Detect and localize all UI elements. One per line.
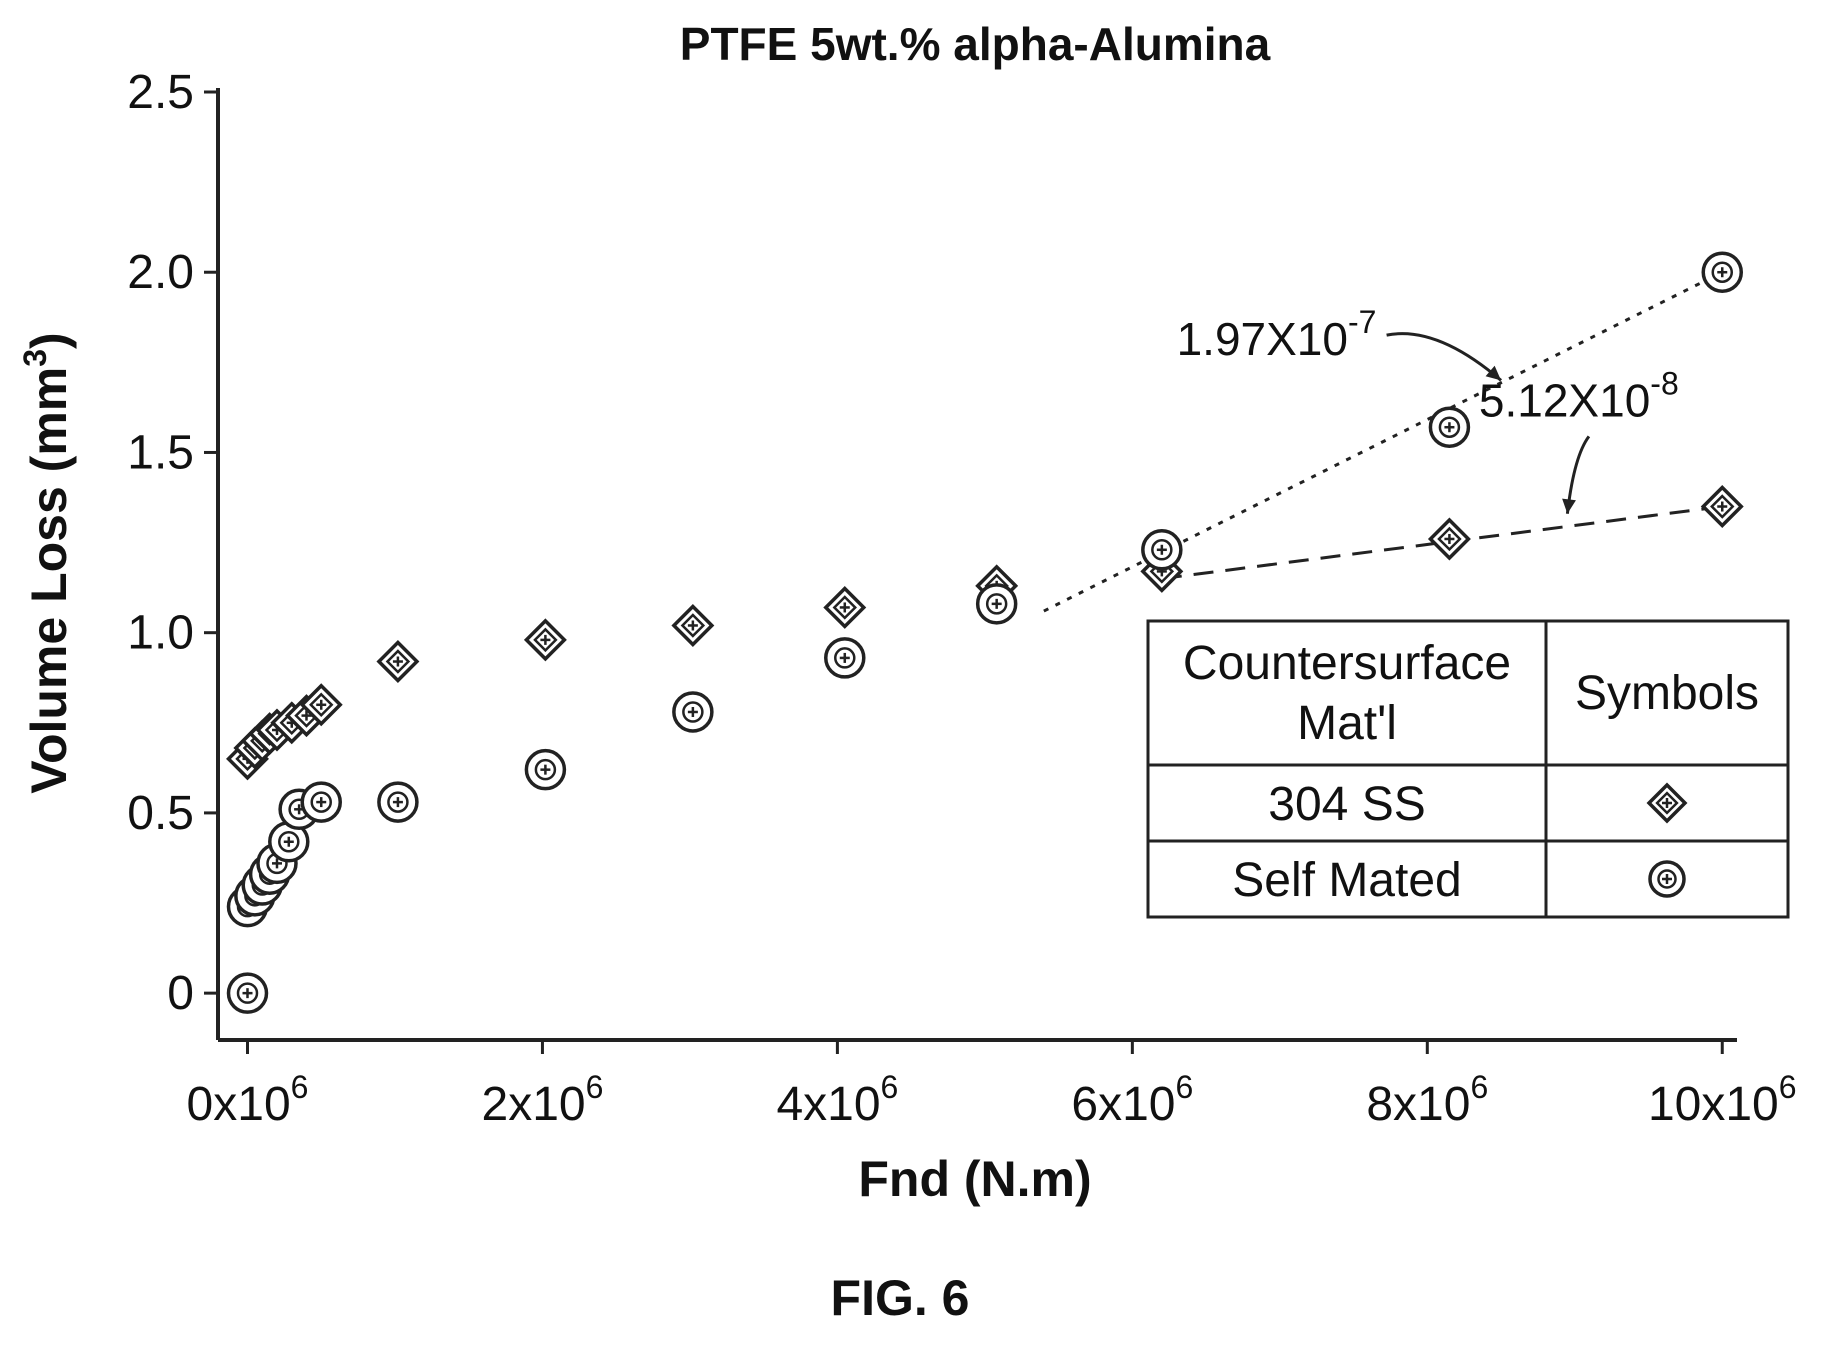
point-self-mated	[524, 748, 567, 791]
x-tick-label: 6x106	[1071, 1069, 1193, 1131]
x-tick-exponent: 6	[1175, 1069, 1193, 1105]
annotation-exponent: -8	[1650, 365, 1678, 401]
x-tick-exponent: 6	[881, 1069, 899, 1105]
legend-row-label: 304 SS	[1268, 778, 1425, 831]
annotation-arrow	[1386, 332, 1503, 382]
y-axis-label: Volume Loss (mm3)	[17, 332, 77, 793]
y-axis-label-close: )	[21, 332, 77, 349]
point-self-mated	[975, 583, 1018, 625]
annotation-exponent: -7	[1348, 304, 1376, 340]
y-axis-label-sup: 3	[17, 349, 53, 367]
annotation-mantissa: 5.12X10	[1479, 374, 1650, 426]
data-marks	[226, 251, 1744, 1014]
y-tick-label: 0	[167, 967, 194, 1020]
x-tick-exponent: 6	[291, 1069, 309, 1105]
point-self-mated	[268, 820, 310, 863]
legend-symbol-diamond	[1646, 782, 1688, 824]
point-self-mated	[1428, 406, 1471, 448]
x-tick-label: 0x106	[187, 1069, 309, 1131]
point-self-mated	[1701, 251, 1744, 293]
legend-header-symbols: Symbols	[1575, 667, 1759, 720]
annotation-arrowhead	[1485, 365, 1502, 381]
x-tick-exponent: 6	[586, 1069, 604, 1105]
point-304-ss	[823, 585, 867, 629]
x-tick-mantissa: 2x10	[482, 1078, 586, 1131]
point-304-ss	[1427, 517, 1471, 561]
point-304-ss	[376, 640, 420, 683]
y-axis-label-main: Volume Loss (mm	[21, 367, 77, 794]
point-304-ss	[299, 683, 343, 727]
y-tick-label: 1.0	[127, 607, 194, 660]
x-tick-label: 10x106	[1648, 1069, 1797, 1131]
slope-annotation: 5.12X10-8	[1479, 365, 1679, 426]
x-tick-mantissa: 4x10	[776, 1078, 880, 1131]
point-self-mated	[300, 781, 342, 823]
point-self-mated	[1141, 529, 1183, 571]
slope-annotation: 1.97X10-7	[1177, 304, 1377, 365]
point-304-ss	[671, 604, 715, 647]
legend-header-line1: Countersurface	[1183, 637, 1511, 690]
legend-table: Countersurface Mat'l Symbols 304 SS Self Mat…	[1146, 619, 1790, 919]
legend-symbol-circle	[1648, 860, 1686, 898]
y-tick-label: 2.0	[127, 246, 194, 299]
x-axis-label: Fnd (N.m)	[858, 1151, 1091, 1207]
x-tick-mantissa: 6x10	[1071, 1078, 1175, 1131]
point-304-ss	[1700, 485, 1744, 528]
legend-header-line2: Mat'l	[1297, 697, 1397, 750]
x-tick-mantissa: 10x10	[1648, 1078, 1779, 1131]
x-tick-label: 8x106	[1366, 1069, 1488, 1131]
y-tick-label: 1.5	[127, 426, 194, 479]
point-self-mated	[377, 781, 419, 823]
point-self-mated	[824, 637, 866, 679]
annotations: 1.97X10-7 5.12X10-8	[1177, 304, 1679, 514]
fit-line	[1043, 270, 1723, 613]
x-tick-label: 2x106	[482, 1069, 604, 1131]
x-tick-mantissa: 0x10	[187, 1078, 291, 1131]
x-tick-exponent: 6	[1779, 1069, 1797, 1105]
annotation-arrowhead	[1562, 498, 1576, 514]
point-self-mated	[226, 972, 269, 1014]
point-304-ss	[523, 618, 567, 662]
x-tick-mantissa: 8x10	[1366, 1078, 1470, 1131]
figure-label: FIG. 6	[831, 1270, 970, 1326]
y-tick-label: 2.5	[127, 66, 194, 119]
x-tick-label: 4x106	[776, 1069, 898, 1131]
annotation-mantissa: 1.97X10	[1177, 313, 1348, 365]
legend-row-label: Self Mated	[1232, 854, 1461, 907]
chart-title: PTFE 5wt.% alpha-Alumina	[680, 18, 1271, 70]
x-tick-exponent: 6	[1470, 1069, 1488, 1105]
fit-lines	[1043, 270, 1723, 613]
point-self-mated	[672, 691, 714, 733]
y-tick-label: 0.5	[127, 787, 194, 840]
